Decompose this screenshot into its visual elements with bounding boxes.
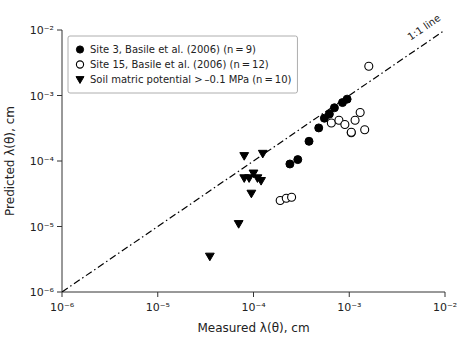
y-tick [57, 292, 62, 293]
y-tick-label: 10⁻⁶ [30, 286, 55, 299]
y-axis-label: Predicted λ(θ), cm [3, 106, 17, 216]
point [258, 150, 267, 158]
annotation: 1:1 line [406, 12, 443, 42]
point [257, 178, 266, 186]
chart: 10⁻⁶ 10⁻⁵ 10⁻⁴ 10⁻³ 10⁻² 10⁻⁶ 10⁻⁵ 10⁻⁴ 10⁻³ 10⁻²… [0, 0, 459, 340]
y-tick-label: 10⁻⁴ [30, 155, 55, 168]
x-tick [349, 292, 350, 297]
y-tick-label: 10⁻² [30, 24, 54, 37]
x-tick-label: 10⁻⁴ [241, 301, 266, 314]
legend-label: Site 15, Basile et al. (2006) (n = 12) [90, 59, 269, 70]
x-tick-label: 10⁻⁵ [146, 301, 170, 314]
legend-marker [76, 46, 83, 53]
x-tick [445, 292, 446, 297]
point [205, 253, 214, 261]
x-tick [253, 292, 254, 297]
legend-marker [76, 77, 84, 84]
point [330, 104, 338, 112]
point [361, 126, 369, 134]
point [288, 193, 296, 201]
point [347, 128, 355, 136]
point [286, 160, 294, 168]
point [365, 62, 373, 70]
x-axis-label: Measured λ(θ), cm [197, 321, 309, 335]
point [341, 121, 349, 129]
point [305, 137, 313, 145]
y-tick [57, 30, 62, 31]
point [356, 109, 364, 117]
y-tick [57, 161, 62, 162]
x-tick [62, 292, 63, 297]
y-tick-label: 10⁻⁵ [30, 221, 54, 234]
series-points [205, 150, 267, 260]
point [343, 95, 351, 103]
legend-marker [76, 61, 83, 68]
legend-label: Site 3, Basile et al. (2006) (n = 9) [90, 44, 256, 55]
point [294, 156, 302, 164]
point [347, 129, 355, 137]
point [327, 119, 335, 127]
series-points [286, 95, 351, 168]
point [240, 153, 249, 161]
legend-label: Soil matric potential > –0.1 MPa (n = 10… [90, 74, 292, 85]
y-tick [57, 95, 62, 96]
point [247, 190, 256, 198]
point [234, 221, 243, 229]
x-tick [157, 292, 158, 297]
point [351, 116, 359, 124]
legend: Site 3, Basile et al. (2006) (n = 9) Site… [68, 36, 297, 93]
x-tick-label: 10⁻³ [337, 301, 361, 314]
x-tick-label: 10⁻⁶ [50, 301, 75, 314]
y-tick [57, 226, 62, 227]
reference-line [62, 30, 445, 292]
y-tick-label: 10⁻³ [30, 90, 54, 103]
point [315, 124, 323, 132]
legend-box [68, 36, 297, 93]
x-tick-label: 10⁻² [433, 301, 457, 314]
plot-area [62, 30, 445, 292]
axes: 10⁻⁶ 10⁻⁵ 10⁻⁴ 10⁻³ 10⁻² 10⁻⁶ 10⁻⁵ 10⁻⁴ 10⁻³ 10⁻² [30, 24, 457, 314]
